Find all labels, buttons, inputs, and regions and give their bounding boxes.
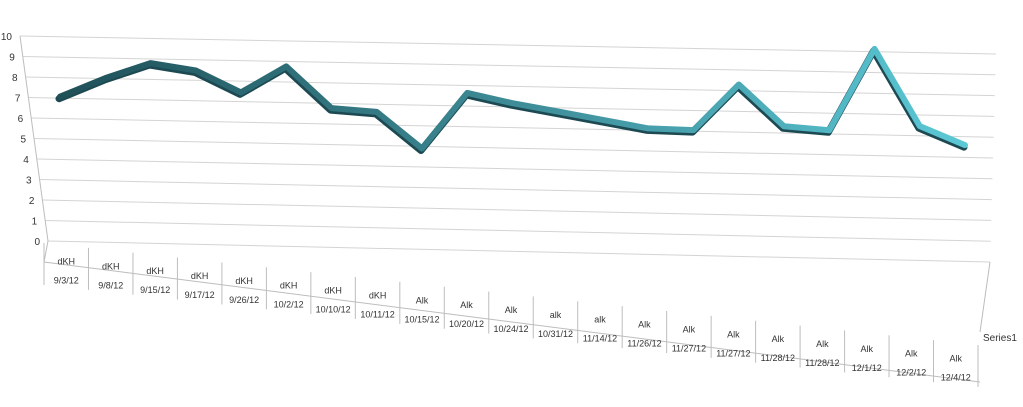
series-lines [55, 45, 968, 154]
category-label-top: Alk [772, 334, 785, 344]
y-tick-label: 6 [18, 114, 24, 125]
axes [19, 35, 991, 383]
category-label-date: 12/4/12 [941, 373, 971, 383]
gridline-10 [19, 35, 997, 55]
category-label-top: dKH [324, 286, 342, 296]
y-tick-label: 7 [15, 94, 21, 105]
category-label-top: Alk [861, 344, 874, 354]
category-label-date: 10/24/12 [493, 324, 528, 334]
category-label-date: 9/3/12 [54, 275, 79, 285]
y-tick-label: 1 [32, 217, 38, 228]
category-label-date: 12/2/12 [896, 368, 926, 378]
gridline-5 [33, 138, 994, 159]
series-line [57, 45, 968, 152]
category-label-top: dKH [57, 256, 75, 266]
category-label-top: alk [550, 310, 562, 320]
gridline-3 [39, 179, 992, 201]
category-label-top: alk [594, 315, 606, 325]
category-label-top: Alk [460, 300, 473, 310]
gridline-9 [22, 56, 996, 76]
y-tick-label: 2 [29, 196, 35, 207]
gridline-0 [47, 240, 991, 263]
category-label-date: 10/20/12 [449, 319, 484, 329]
category-label-date: 10/10/12 [316, 305, 351, 315]
y-tick-label: 3 [26, 176, 32, 187]
category-label-date: 9/17/12 [185, 290, 215, 300]
y-axis-line [19, 35, 49, 242]
category-label-top: dKH [102, 261, 120, 271]
y-tick-label: 4 [23, 155, 29, 166]
category-label-date: 10/31/12 [538, 329, 573, 339]
category-label-date: 11/26/12 [627, 339, 661, 349]
gridline-6 [31, 117, 994, 138]
category-label-top: Alk [950, 354, 963, 364]
y-tick-label: 8 [12, 73, 18, 84]
category-label-date: 9/26/12 [229, 295, 259, 305]
category-label-date: 10/2/12 [274, 300, 304, 310]
y-tick-label: 5 [20, 135, 26, 146]
category-label-date: 11/28/12 [805, 358, 839, 368]
gridline-4 [36, 158, 993, 180]
category-label-date: 11/27/12 [672, 343, 706, 353]
gridlines [19, 35, 997, 263]
category-label-top: dKH [146, 266, 164, 276]
floor-left-edge [43, 240, 49, 263]
category-label-top: Alk [683, 324, 696, 334]
series-name-label: Series1 [983, 333, 1017, 344]
category-label-date: 12/1/12 [852, 363, 882, 373]
gridline-8 [25, 76, 995, 97]
y-tick-label: 0 [34, 237, 40, 248]
gridline-1 [45, 220, 991, 242]
category-label-date: 10/15/12 [405, 314, 440, 324]
gridline-2 [42, 199, 992, 221]
floor-right-edge [979, 261, 991, 333]
category-label-top: Alk [505, 305, 518, 315]
y-tick-label: 10 [1, 32, 13, 43]
category-label-date: 9/15/12 [140, 285, 170, 295]
category-label-top: Alk [816, 339, 829, 349]
category-label-top: Alk [416, 295, 429, 305]
floor-front-edge [43, 261, 981, 383]
category-label-top: Alk [638, 320, 651, 330]
y-tick-label: 9 [9, 53, 15, 64]
category-label-top: dKH [235, 276, 253, 286]
y-axis-ticks: 0 1 2 3 4 5 6 7 8 9 10 [1, 32, 41, 248]
category-label-date: 9/8/12 [98, 280, 123, 290]
category-label-date: 11/27/12 [716, 348, 750, 358]
category-label-date: 11/14/12 [583, 334, 617, 344]
category-label-top: dKH [280, 281, 298, 291]
category-label-top: Alk [727, 329, 740, 339]
category-label-top: dKH [191, 271, 209, 281]
category-label-top: Alk [905, 349, 918, 359]
category-label-date: 11/28/12 [761, 353, 795, 363]
category-axis: dKH 9/3/12 dKH 9/8/12 dKH 9/15/12 dKH 9/17/12 dK… [43, 243, 979, 387]
category-label-top: dKH [369, 290, 387, 300]
category-label-date: 10/11/12 [360, 309, 394, 319]
